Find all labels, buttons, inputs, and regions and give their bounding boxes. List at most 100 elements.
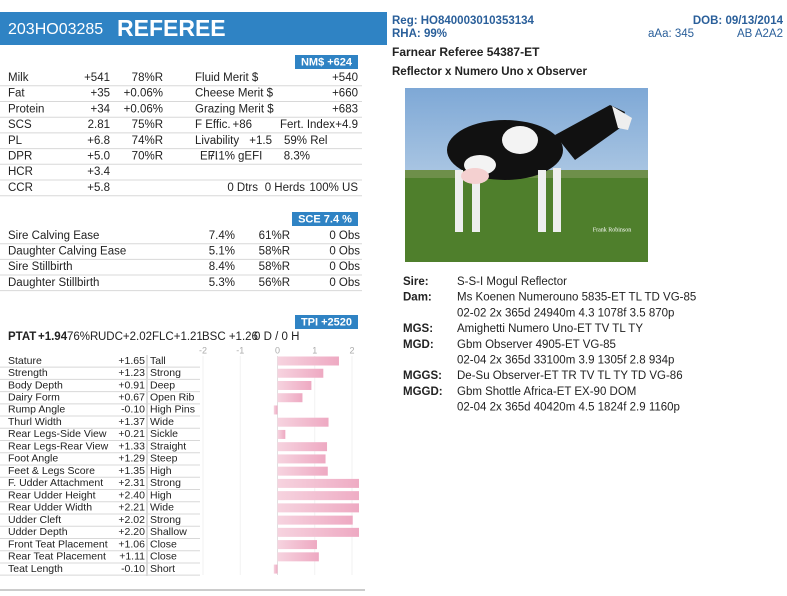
reg: Reg: HO840003010353134 (392, 15, 535, 27)
production-cell: 8.3% (284, 151, 310, 163)
pedigree-line: Amighetti Numero Uno-ET TV TL TY (457, 323, 643, 335)
pedigree-line: Gbm Observer 4905-ET VG-85 (457, 339, 616, 351)
trait-bar (277, 515, 353, 525)
calving-cell: 61%R (259, 230, 290, 242)
production-cell: 75%R (132, 119, 163, 131)
trait-bar (277, 417, 329, 427)
trait-descriptor: Sickle (150, 428, 178, 440)
production-cell: gEFI (238, 151, 262, 163)
calving-cell: 58%R (259, 261, 290, 273)
type-summary: +1.94 (38, 331, 68, 343)
production-cell: Fat (8, 88, 25, 100)
production-cell: EFI (200, 151, 218, 163)
production-cell: Fert. Index (280, 119, 335, 131)
production-cell: +5.8 (87, 182, 110, 194)
trait-value: +2.20 (118, 526, 145, 538)
trait-bar (277, 356, 339, 366)
calving-cell: Daughter Calving Ease (8, 246, 126, 258)
calving-cell: 58%R (259, 246, 290, 258)
trait-name: Strength (8, 367, 48, 379)
trait-value: +2.21 (118, 502, 145, 514)
trait-bars (273, 356, 359, 574)
trait-descriptor: Strong (150, 477, 181, 489)
trait-name: Udder Cleft (8, 514, 61, 526)
trait-bar (277, 527, 359, 537)
trait-name: Rear Teat Placement (8, 551, 106, 563)
badge-text: SCE 7.4 % (298, 213, 352, 225)
calving-cell: 0 Obs (329, 230, 360, 242)
trait-bar (277, 503, 359, 513)
trait-descriptor: Deep (150, 379, 175, 391)
production-cell: SCS (8, 119, 32, 131)
pedigree-line: 02-02 2x 365d 24940m 4.3 1078f 3.5 870p (457, 307, 674, 319)
trait-value: +1.37 (118, 416, 145, 428)
trait-name: Teat Length (8, 563, 63, 575)
production-cell: +540 (332, 72, 358, 84)
badge-text: TPI +2520 (301, 316, 352, 328)
trait-name: Rear Legs-Rear View (8, 440, 109, 452)
trait-value: +1.33 (118, 440, 145, 452)
trait-descriptor: Wide (150, 502, 174, 514)
trait-descriptor: High (150, 465, 172, 477)
trait-value: +1.35 (118, 465, 145, 477)
calving-cell: 5.1% (209, 246, 235, 258)
trait-descriptor: Wide (150, 416, 174, 428)
trait-bar (277, 380, 312, 390)
badge-text: NM$ +624 (301, 56, 353, 68)
production-cell: +4.9 (335, 119, 358, 131)
production-cell: F Effic. (195, 119, 231, 131)
badge (292, 212, 358, 226)
full-name: Farnear Referee 54387-ET (392, 45, 540, 59)
calving-cell: Daughter Stillbirth (8, 277, 99, 289)
trait-descriptor: Steep (150, 453, 178, 465)
trait-value: +2.31 (118, 477, 145, 489)
production-cell: +5.0 (87, 151, 110, 163)
trait-descriptor: Close (150, 538, 177, 550)
header-bar (0, 12, 387, 45)
trait-bar (273, 405, 278, 415)
trait-bar (277, 442, 328, 452)
type-summary: BSC +1.26 (202, 331, 258, 343)
production-cell: +0.06% (124, 103, 163, 115)
trait-name: Feet & Legs Score (8, 465, 95, 477)
trait-descriptor: Strong (150, 514, 181, 526)
production-cell: 0 Dtrs (227, 182, 258, 194)
production-cell: Grazing Merit $ (195, 103, 274, 115)
production-cell: +6.8 (87, 135, 110, 147)
trait-name: Rear Udder Width (8, 502, 92, 514)
production-cell: Protein (8, 103, 44, 115)
trait-descriptor: Close (150, 551, 177, 563)
badge (295, 55, 358, 69)
trait-bar (277, 552, 319, 562)
axis-tick-label: -1 (236, 345, 244, 355)
trait-value: -0.10 (121, 563, 145, 575)
trait-name: Front Teat Placement (8, 538, 108, 550)
photo: Frank Robinson (405, 88, 648, 262)
calving-cell: 0 Obs (329, 277, 360, 289)
type-summary: 0 D / 0 H (254, 331, 299, 343)
trait-name: Body Depth (8, 379, 63, 391)
calving-cell: 5.3% (209, 277, 235, 289)
production-cell: +1.5 (249, 135, 272, 147)
calving-cell: Sire Stillbirth (8, 261, 73, 273)
trait-descriptor: Tall (150, 355, 166, 367)
production-cell: 74%R (132, 135, 163, 147)
trait-value: -0.10 (121, 404, 145, 416)
dob: DOB: 09/13/2014 (693, 15, 784, 27)
axis-tick-label: 2 (349, 345, 354, 355)
trait-bar (277, 466, 328, 476)
production-cell: Milk (8, 72, 29, 84)
trait-name: Rear Legs-Side View (8, 428, 107, 440)
production-cell: 70%R (132, 151, 163, 163)
pedigree-label: Sire: (403, 276, 429, 288)
type-summary: 76%R (67, 331, 98, 343)
trait-value: +0.67 (118, 392, 145, 404)
production-cell: Livability (195, 135, 239, 147)
production-cell: Fluid Merit $ (195, 72, 259, 84)
pedigree-line: Gbm Shottle Africa-ET EX-90 DOM (457, 386, 636, 398)
trait-name: Stature (8, 355, 42, 367)
pedigree-label: MGGD: (403, 386, 443, 398)
production-cell: 100% US (309, 182, 358, 194)
type-summary: UDC+2.02 (98, 331, 152, 343)
